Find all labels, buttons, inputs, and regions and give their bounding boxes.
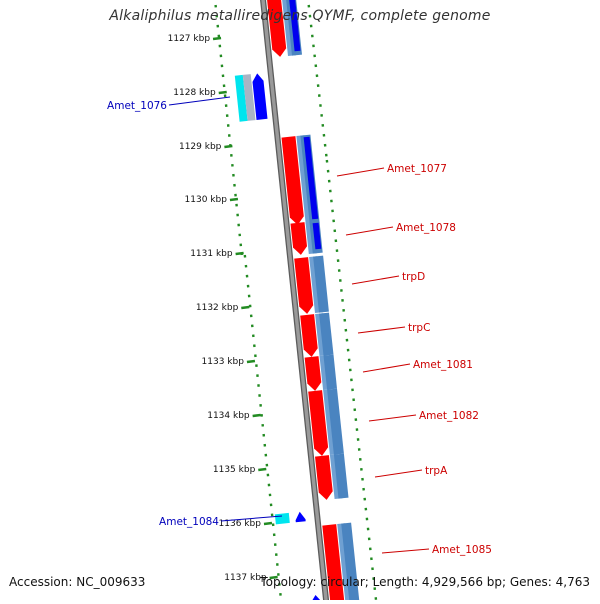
gene-feature-trpc: [300, 314, 318, 357]
gene-label-leader: [357, 326, 406, 334]
gene-feature-amet-1078: [290, 222, 307, 255]
scale-tick: [263, 521, 273, 526]
gene-label: Amet_1078: [396, 222, 456, 234]
gene-feature-amet-1076-cds-outer: [252, 73, 268, 120]
gene-label: trpA: [425, 465, 448, 477]
gene-feature-amet-1084: [274, 512, 290, 525]
gene-feature-trpd: [294, 257, 314, 314]
gene-feature-amet-1078-cds-highlight: [312, 222, 322, 250]
gene-feature-cds-highlight: [289, 0, 301, 52]
gene-label: Amet_1082: [419, 410, 479, 422]
gene-label-leader: [351, 275, 400, 285]
scale-tick: [246, 359, 256, 364]
scale-tick-label: 1136 kbp: [219, 519, 262, 529]
gene-label: Amet_1084: [159, 516, 219, 528]
left-dotted-guide: [243, 254, 283, 604]
scale-tick-label: 1135 kbp: [213, 465, 256, 475]
topology-summary: Topology: circular; Length: 4,929,566 bp…: [260, 575, 590, 589]
scale-tick: [269, 575, 278, 580]
gene-label-leader: [368, 414, 417, 422]
gene-feature: [267, 0, 287, 57]
gene-label-leader: [374, 469, 423, 478]
gene-label: Amet_1081: [413, 359, 473, 371]
gene-label: Amet_1077: [387, 163, 447, 175]
left-dotted-guide: [213, 0, 244, 256]
scale-tick-label: 1127 kbp: [168, 34, 211, 44]
scale-tick: [252, 413, 261, 418]
gene-feature-amet-1076: [234, 74, 248, 122]
scale-tick-label: 1133 kbp: [202, 357, 245, 367]
scale-tick-label: 1129 kbp: [179, 142, 222, 152]
scale-tick: [212, 36, 222, 41]
scale-tick-label: 1132 kbp: [196, 303, 239, 313]
gene-label-leader: [220, 515, 283, 522]
gene-label: trpD: [402, 271, 425, 283]
gene-feature-amet-1084-cds: [295, 511, 306, 523]
scale-tick: [218, 90, 227, 95]
gene-label-leader: [362, 363, 411, 373]
gene-label: Amet_1085: [432, 544, 492, 556]
gene-feature-trpd-cds-outer: [313, 255, 329, 313]
gene-label-leader: [345, 226, 394, 236]
scale-tick: [258, 467, 267, 472]
scale-tick-label: 1137 kbp: [224, 573, 267, 583]
gene-feature-trpc-cds-outer: [319, 312, 334, 356]
scale-tick-label: 1130 kbp: [185, 195, 228, 205]
gene-label-leader: [168, 96, 231, 106]
gene-feature-amet-1082: [308, 390, 329, 456]
scale-tick: [229, 197, 239, 202]
scale-tick-label: 1128 kbp: [173, 88, 216, 98]
gene-feature-amet-1077: [281, 136, 304, 225]
gene-feature-amet-1081: [304, 356, 322, 391]
scale-tick: [224, 144, 233, 149]
gene-label: Amet_1076: [107, 100, 167, 112]
gene-feature-trpa-cds-outer: [333, 453, 349, 499]
gene-feature-amet-1076-cds: [242, 74, 256, 121]
gene-feature-next: [310, 595, 323, 604]
gene-feature-amet-1081-cds-outer: [323, 354, 337, 390]
gene-label-leader: [336, 167, 385, 177]
scale-tick-label: 1134 kbp: [207, 411, 250, 421]
scale-tick-label: 1131 kbp: [190, 249, 233, 259]
gene-feature-amet-1082-cds-outer: [327, 388, 344, 455]
map-title: Alkaliphilus metalliredigens QYMF, compl…: [109, 8, 491, 24]
scale-tick: [241, 305, 250, 310]
scale-tick: [235, 251, 244, 256]
gene-feature-amet-1085-cds-outer: [341, 522, 360, 604]
gene-feature-amet-1085: [322, 524, 345, 604]
gene-feature-amet-1077-cds-highlight: [303, 136, 319, 220]
backbone: [261, 0, 329, 604]
gene-label: trpC: [408, 322, 430, 334]
gene-feature-trpa: [315, 455, 333, 500]
accession-label: Accession: NC_009633: [9, 575, 146, 589]
gene-label-leader: [381, 548, 430, 554]
